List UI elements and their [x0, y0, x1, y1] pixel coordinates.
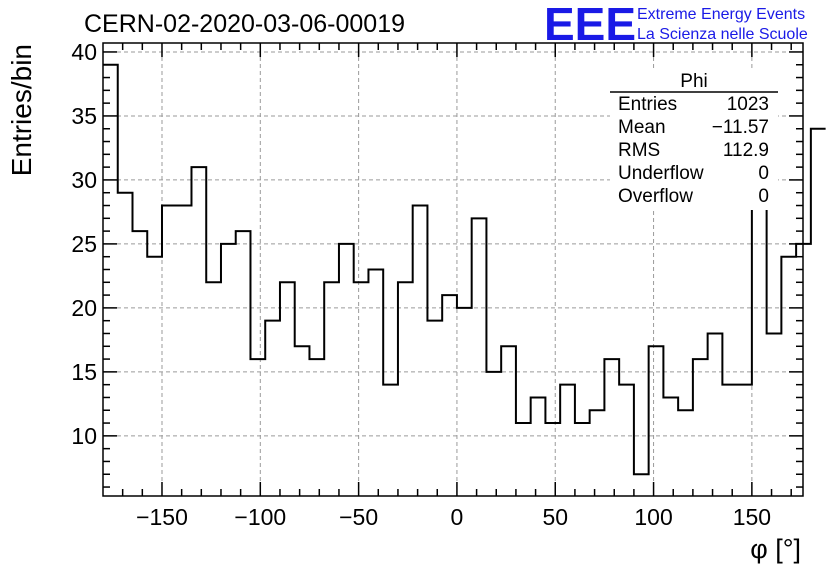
stats-value-rms: 112.9 — [723, 140, 769, 161]
x-tick-labels: −150 −100 −50 0 50 100 150 — [136, 504, 771, 530]
stats-title: Phi — [680, 71, 707, 92]
eee-logo-mark: EEE — [544, 0, 636, 50]
y-tick-label: 25 — [71, 231, 97, 257]
x-tick-label: −100 — [234, 504, 286, 530]
x-tick-label: 150 — [733, 504, 771, 530]
y-tick-label: 20 — [71, 295, 97, 321]
stats-label-entries: Entries — [618, 94, 677, 115]
stats-value-entries: 1023 — [727, 94, 769, 115]
y-tick-label: 30 — [71, 167, 97, 193]
eee-logo-line2: La Scienza nelle Scuole — [637, 26, 808, 43]
stats-value-overflow: 0 — [758, 186, 769, 207]
x-tick-label: −50 — [339, 504, 378, 530]
x-axis-label: φ [°] — [750, 534, 801, 564]
stats-box: Phi Entries 1023 Mean −11.57 RMS 112.9 U… — [610, 68, 778, 210]
x-tick-label: 50 — [542, 504, 568, 530]
y-tick-label: 10 — [71, 423, 97, 449]
stats-label-underflow: Underflow — [618, 163, 704, 184]
plot-frame — [102, 42, 804, 497]
y-tick-label: 40 — [71, 39, 97, 65]
stats-value-mean: −11.57 — [712, 117, 769, 138]
x-tick-label: 100 — [634, 504, 672, 530]
chart-title: CERN-02-2020-03-06-00019 — [84, 10, 405, 38]
stats-value-underflow: 0 — [758, 163, 769, 184]
eee-logo-line1: Extreme Energy Events — [637, 6, 805, 23]
axis-ticks — [103, 43, 803, 496]
y-axis-label: Entries/bin — [6, 44, 37, 176]
x-tick-label: 0 — [451, 504, 464, 530]
stats-label-overflow: Overflow — [618, 186, 693, 207]
y-tick-label: 15 — [71, 359, 97, 385]
x-tick-label: −150 — [136, 504, 188, 530]
histogram-series — [103, 63, 826, 476]
stats-label-mean: Mean — [618, 117, 666, 138]
y-tick-label: 35 — [71, 103, 97, 129]
y-tick-labels: 10 15 20 25 30 35 40 — [71, 39, 97, 449]
stats-label-rms: RMS — [618, 140, 660, 161]
